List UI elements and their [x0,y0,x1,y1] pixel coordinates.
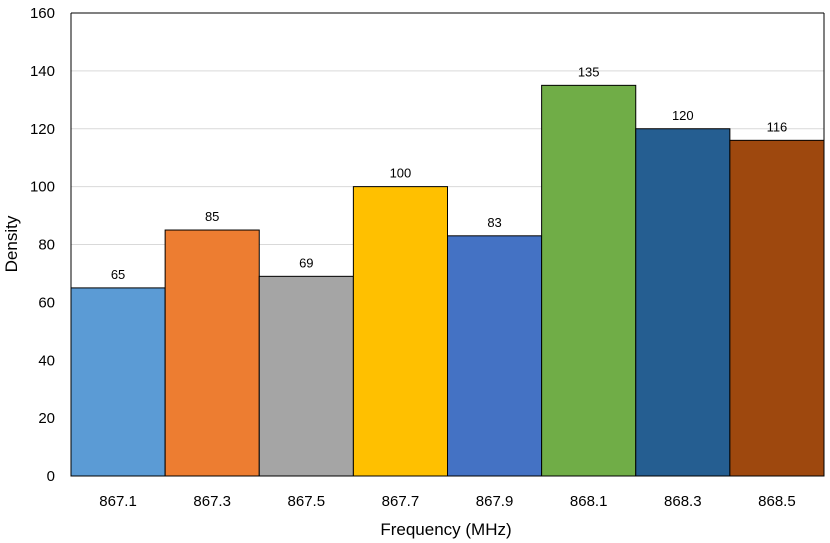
bar-867.9 [447,235,543,477]
x-tick-label: 868.3 [664,493,702,510]
x-tick-label: 867.9 [476,493,514,510]
axes [70,12,825,477]
bar-867.5 [258,275,354,477]
data-label: 85 [205,209,219,224]
x-tick-label: 868.1 [570,493,608,510]
bar-867.3 [164,229,260,477]
x-axis-title: Frequency (MHz) [380,520,511,539]
y-tick-label: 60 [38,294,55,311]
bars [70,84,825,477]
x-tick-label: 867.7 [382,493,420,510]
bar-868.5 [729,139,825,477]
data-label: 135 [578,64,600,79]
y-tick-labels: 0 20 40 60 80 100 120 140 160 [30,5,55,485]
y-tick-label: 20 [38,410,55,427]
y-tick-label: 120 [30,121,55,138]
data-label: 65 [111,267,125,282]
bar-867.1 [70,287,166,477]
y-tick-label: 140 [30,63,55,80]
data-label: 120 [672,108,694,123]
y-tick-label: 80 [38,237,55,254]
data-label: 116 [767,119,788,134]
x-tick-label: 867.3 [193,493,231,510]
y-tick-label: 40 [38,352,55,369]
bar-867.7 [352,186,448,477]
y-axis-title: Density [2,215,21,272]
data-labels: 65 85 69 100 83 135 120 116 [111,64,787,282]
y-tick-label: 100 [30,179,55,196]
x-tick-labels: 867.1 867.3 867.5 867.7 867.9 868.1 868.3 868.5 [99,493,795,510]
y-tick-label: 160 [30,5,55,22]
y-tick-label: 0 [47,468,55,485]
bar-868.1 [541,84,637,477]
x-tick-label: 867.5 [288,493,326,510]
x-tick-label: 868.5 [758,493,796,510]
bar-868.3 [635,128,731,477]
data-label: 100 [390,166,412,181]
data-label: 83 [487,215,501,230]
x-tick-label: 867.1 [99,493,137,510]
data-label: 69 [299,255,313,270]
